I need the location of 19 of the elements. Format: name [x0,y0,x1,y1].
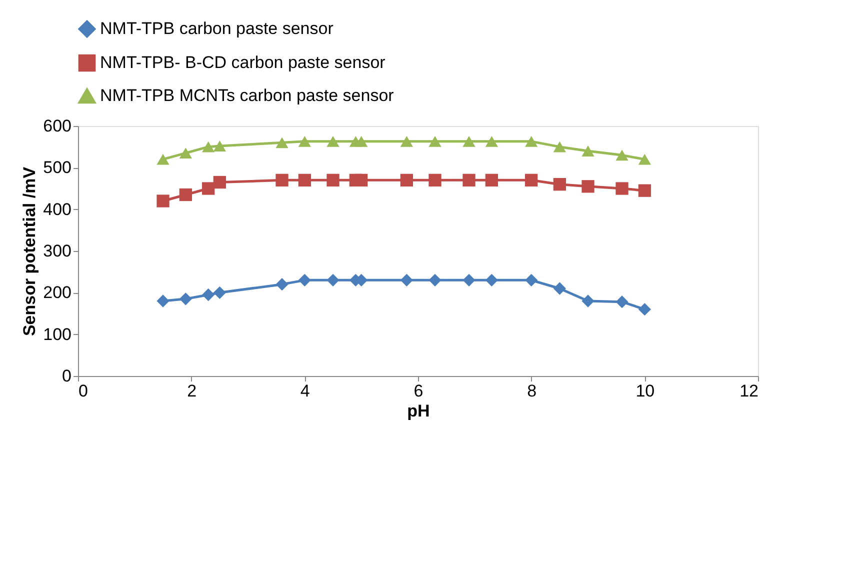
y-tick-label: 300 [43,242,72,260]
x-tick-label: 2 [187,382,197,400]
x-tick-label: 12 [740,382,758,400]
legend-label: NMT-TPB- B-CD carbon paste sensor [100,53,386,72]
y-tick-label: 200 [43,283,72,302]
y-tick-label: 400 [43,200,72,219]
y-tick-label: 100 [43,324,72,344]
y-axis-title: Sensor potential /mV [20,166,40,336]
x-axis-title: pH [407,402,430,420]
x-tick-label: 8 [527,382,537,400]
x-tick-label: 0 [78,382,88,400]
x-tick-label: 6 [414,382,424,400]
y-tick-label: 0 [62,366,72,386]
x-tick-label: 4 [300,382,310,400]
legend-label: NMT-TPB MCNTs carbon paste sensor [100,86,394,105]
legend-label: NMT-TPB carbon paste sensor [100,19,334,38]
y-tick-label: 600 [43,116,72,136]
y-tick-label: 500 [43,158,72,178]
x-tick-label: 10 [636,382,655,400]
